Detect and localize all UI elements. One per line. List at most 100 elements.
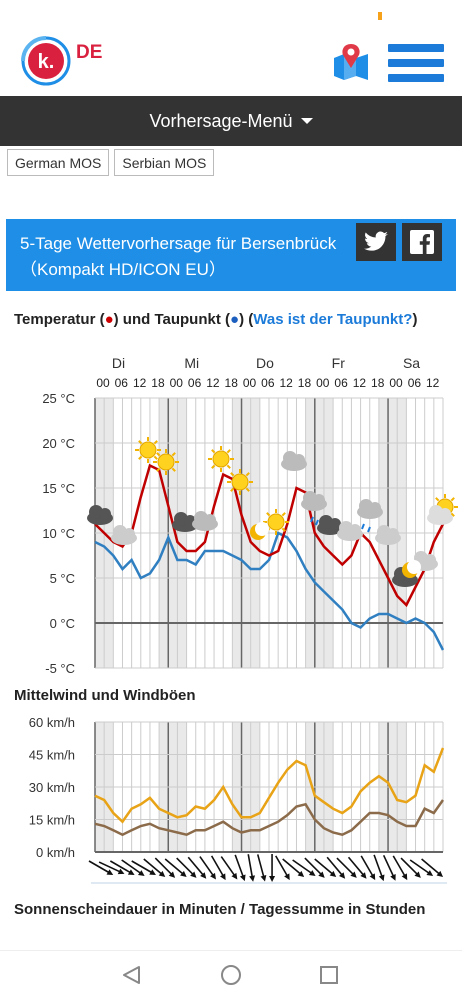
hour-tick: 06 <box>188 376 202 390</box>
rain-icon <box>367 526 371 533</box>
day-label: Mi <box>184 355 199 371</box>
sun-icon <box>135 437 161 463</box>
hour-tick: 12 <box>279 376 293 390</box>
facebook-icon <box>410 230 434 254</box>
day-label: Sa <box>403 355 420 371</box>
map-button[interactable] <box>330 42 372 82</box>
y-tick-label: -5 °C <box>45 661 75 676</box>
wind-arrow-icon <box>234 854 246 882</box>
wind-arrow-icon <box>314 858 337 877</box>
home-icon[interactable] <box>221 965 241 985</box>
y-tick-label: 15 °C <box>42 481 75 496</box>
y-tick-label: 30 km/h <box>29 780 75 795</box>
sun-icon <box>227 469 253 495</box>
hour-tick: 12 <box>426 376 440 390</box>
hour-tick: 18 <box>225 376 239 390</box>
forecast-menu-label: Vorhersage-Menü <box>149 110 293 131</box>
hour-tick: 06 <box>261 376 275 390</box>
logo[interactable]: k. <box>18 36 74 91</box>
wind-arrow-icon <box>247 854 256 882</box>
country-code[interactable]: DE <box>76 42 103 63</box>
rain-icon <box>315 519 319 526</box>
wind-arrow-icon <box>199 856 216 880</box>
y-tick-label: 15 km/h <box>29 813 75 828</box>
temp-title-part: ) und Taupunkt ( <box>113 311 231 328</box>
hour-tick: 00 <box>96 376 110 390</box>
sun-icon <box>153 449 179 475</box>
cloud-icon <box>337 521 363 541</box>
svg-text:k.: k. <box>38 51 55 73</box>
wind-arrow-icon <box>326 856 346 879</box>
twitter-button[interactable] <box>356 223 396 261</box>
wind-arrow-icon <box>373 854 385 882</box>
facebook-button[interactable] <box>402 223 442 261</box>
wind-arrow-icon <box>256 854 267 882</box>
day-label: Do <box>256 355 274 371</box>
hamburger-bar <box>388 74 444 82</box>
wind-arrow-icon <box>143 858 166 877</box>
hour-tick: 18 <box>298 376 312 390</box>
hour-tick: 00 <box>389 376 403 390</box>
wind-arrow-icon <box>88 860 114 875</box>
cloud-icon <box>87 505 113 525</box>
forecast-menu-button[interactable]: Vorhersage-Menü <box>0 96 462 146</box>
hamburger-menu-button[interactable] <box>388 44 444 84</box>
hour-tick: 18 <box>371 376 385 390</box>
y-tick-label: 60 km/h <box>29 715 75 730</box>
wind-arrow-icon <box>220 856 238 880</box>
cloud-icon <box>375 525 401 545</box>
wind-arrow-icon <box>109 860 135 875</box>
temp-legend-dot: ● <box>104 311 114 328</box>
y-tick-label: 45 km/h <box>29 748 75 763</box>
cloud-icon <box>111 525 137 545</box>
rain-icon <box>310 516 314 523</box>
map-pin-icon <box>334 44 368 80</box>
wind-arrow-icon <box>382 854 396 881</box>
day-label: Fr <box>332 355 346 371</box>
cloud-icon <box>427 505 453 525</box>
top-bar: k. DE <box>0 26 462 96</box>
back-icon[interactable] <box>123 966 140 984</box>
hamburger-bar <box>388 44 444 52</box>
gust-line <box>94 747 445 824</box>
mean-wind-line <box>94 799 445 837</box>
dewpoint-help-link[interactable]: Was ist der Taupunkt? <box>253 311 413 328</box>
wind-arrow-icon <box>392 855 408 881</box>
cloud-icon <box>357 499 383 519</box>
wind-section-title: Mittelwind und Windböen <box>14 687 196 704</box>
wind-arrow-icon <box>347 856 367 879</box>
hamburger-bar <box>388 59 444 67</box>
cloud-icon <box>301 491 327 511</box>
cloud-icon <box>281 451 307 471</box>
hour-tick: 00 <box>170 376 184 390</box>
hour-tick: 12 <box>133 376 147 390</box>
sun-icon <box>208 446 234 472</box>
hour-tick: 18 <box>151 376 165 390</box>
wind-arrow-icon <box>421 858 444 877</box>
cloud-icon <box>192 511 218 531</box>
system-nav-bar <box>0 950 462 1000</box>
wind-arrow-icon <box>275 855 290 881</box>
hour-tick: 06 <box>408 376 422 390</box>
sun-icon <box>263 509 289 535</box>
tab-german-mos[interactable]: German MOS <box>7 149 110 176</box>
temp-title-part: ) ( <box>239 311 254 328</box>
y-tick-label: 20 °C <box>42 436 75 451</box>
tab-serbian-mos[interactable]: Serbian MOS <box>114 149 215 176</box>
wind-arrow-icon <box>131 860 156 875</box>
wind-arrow-icon <box>210 855 226 881</box>
moon-icon <box>402 560 421 578</box>
wind-arrow-icon <box>292 859 316 877</box>
model-tabs: German MOS Serbian MOS <box>7 149 215 176</box>
y-tick-label: 10 °C <box>42 526 75 541</box>
recents-icon[interactable] <box>320 966 338 984</box>
wind-arrow-icon <box>164 858 187 877</box>
hour-tick: 12 <box>206 376 220 390</box>
hour-tick: 00 <box>316 376 330 390</box>
y-tick-label: 0 °C <box>50 616 75 631</box>
wind-arrow-icon <box>409 859 434 877</box>
hour-tick: 06 <box>115 376 129 390</box>
forecast-title: 5-Tage Wettervorhersage für Bersenbrück（… <box>20 234 337 279</box>
wind-arrow-icon <box>282 858 305 877</box>
